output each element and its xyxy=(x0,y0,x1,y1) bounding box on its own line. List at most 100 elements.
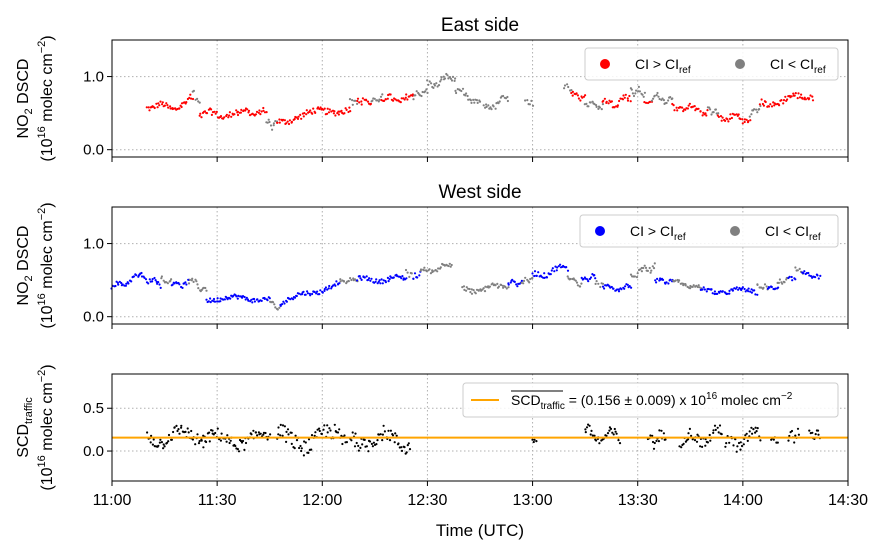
data-point xyxy=(520,279,524,282)
data-point xyxy=(794,434,797,437)
data-point xyxy=(310,448,313,451)
data-point xyxy=(159,100,162,103)
data-point xyxy=(440,78,443,81)
data-point xyxy=(281,303,284,306)
data-points xyxy=(110,262,822,311)
data-point xyxy=(209,297,212,300)
data-point xyxy=(328,108,331,111)
data-point xyxy=(264,431,267,435)
data-point xyxy=(272,124,275,127)
data-point xyxy=(804,98,808,101)
data-point xyxy=(736,445,739,448)
data-point xyxy=(400,97,403,100)
data-point xyxy=(329,429,332,432)
data-point xyxy=(439,80,442,83)
data-point xyxy=(753,108,756,111)
data-point xyxy=(352,277,355,280)
data-point xyxy=(803,270,806,273)
data-point xyxy=(349,110,352,113)
data-point xyxy=(356,279,359,282)
x-tick-label: 12:30 xyxy=(407,492,447,509)
data-point xyxy=(786,98,789,101)
data-point xyxy=(189,93,192,96)
data-point xyxy=(756,283,759,286)
data-point xyxy=(617,439,620,442)
data-point xyxy=(684,284,687,287)
legend-label: CI < CIref xyxy=(765,223,821,243)
data-point xyxy=(233,113,236,116)
legend-marker xyxy=(600,59,610,69)
data-point xyxy=(146,431,149,434)
data-point xyxy=(762,286,765,289)
data-point xyxy=(303,440,306,443)
data-point xyxy=(449,77,452,80)
data-point xyxy=(584,428,587,431)
data-point xyxy=(152,438,155,441)
data-point xyxy=(664,438,667,441)
data-point xyxy=(278,118,281,121)
data-point xyxy=(260,110,263,113)
data-point xyxy=(318,429,321,433)
data-point xyxy=(484,285,487,288)
data-point xyxy=(244,441,248,445)
data-point xyxy=(745,432,748,435)
data-point xyxy=(576,284,580,287)
data-point xyxy=(405,451,408,454)
data-point xyxy=(712,111,715,114)
data-point xyxy=(363,438,366,441)
data-point xyxy=(672,104,675,107)
data-point xyxy=(247,109,251,112)
data-point xyxy=(465,286,468,289)
data-point xyxy=(162,279,165,282)
data-point xyxy=(613,106,616,109)
data-point xyxy=(665,281,668,284)
data-point xyxy=(230,115,233,118)
data-point xyxy=(412,98,415,101)
data-point xyxy=(756,427,759,430)
data-point xyxy=(618,99,621,103)
data-point xyxy=(590,429,593,432)
data-point xyxy=(319,289,322,292)
data-point xyxy=(418,274,421,277)
x-tick-label: 12:00 xyxy=(302,492,342,509)
data-point xyxy=(591,100,594,103)
y-tick-label: 0.0 xyxy=(83,142,104,159)
data-point xyxy=(428,268,431,271)
y-tick-label: 0.0 xyxy=(83,443,104,460)
data-point xyxy=(616,104,620,107)
data-point xyxy=(773,104,776,107)
data-point xyxy=(285,300,288,303)
data-point xyxy=(167,106,170,109)
data-point xyxy=(200,116,203,119)
data-point xyxy=(228,441,231,445)
data-point xyxy=(358,101,361,104)
data-point xyxy=(656,277,659,280)
data-point xyxy=(743,120,746,124)
data-point xyxy=(472,289,475,292)
legend-box xyxy=(579,214,839,248)
plot-frame xyxy=(111,373,849,482)
data-point xyxy=(406,271,409,274)
data-point xyxy=(650,269,653,272)
legend-label: CI > CIref xyxy=(630,223,686,243)
data-point xyxy=(579,285,582,288)
data-point xyxy=(278,121,281,124)
data-point xyxy=(702,286,705,289)
data-point xyxy=(365,445,368,448)
data-point xyxy=(393,441,396,444)
data-point xyxy=(269,433,272,436)
data-point xyxy=(531,438,534,441)
data-point xyxy=(450,263,453,267)
data-point xyxy=(176,429,179,433)
data-point xyxy=(317,106,320,109)
data-point xyxy=(648,266,651,270)
data-point xyxy=(384,281,387,284)
data-point xyxy=(593,103,596,106)
data-point xyxy=(811,431,814,434)
data-point xyxy=(543,272,546,275)
data-point xyxy=(612,287,615,290)
data-point xyxy=(403,446,406,449)
data-point xyxy=(743,118,747,121)
data-point xyxy=(551,267,554,270)
data-point xyxy=(774,103,778,106)
